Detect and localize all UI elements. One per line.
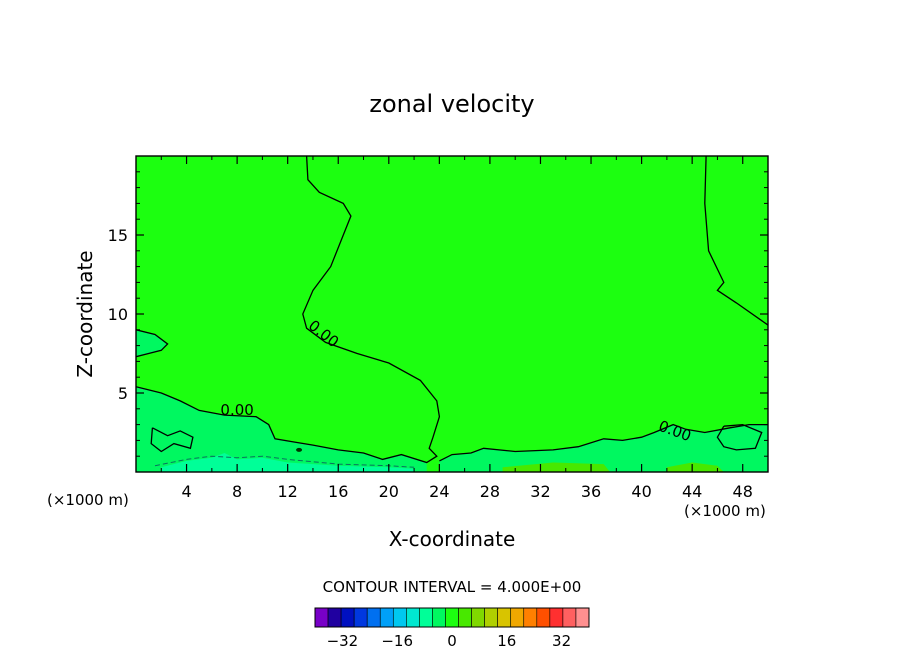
colorbar-label: 16 bbox=[497, 632, 516, 650]
colorbar-swatch bbox=[366, 607, 381, 628]
negative-contour bbox=[154, 455, 415, 468]
colorbar: −32 −16 0 16 32 bbox=[314, 607, 590, 650]
zero-contour-1 bbox=[136, 329, 169, 358]
colorbar-swatch bbox=[406, 607, 420, 628]
x-tick-label: 8 bbox=[232, 482, 242, 501]
y-tick-label: 15 bbox=[108, 226, 128, 245]
colorbar-swatch bbox=[353, 607, 368, 628]
colorbar-swatch bbox=[458, 607, 472, 628]
x-tick-label: 28 bbox=[480, 482, 500, 501]
colorbar-title: CONTOUR INTERVAL = 4.000E+00 bbox=[323, 578, 582, 596]
y-tick-label: 10 bbox=[108, 305, 128, 324]
colorbar-label: −16 bbox=[381, 632, 413, 650]
y-axis: 5 10 15 bbox=[108, 171, 768, 457]
colorbar-swatch bbox=[471, 607, 485, 628]
x-tick-label: 48 bbox=[733, 482, 753, 501]
x-tick-label: 32 bbox=[530, 482, 550, 501]
fill-low-region-right bbox=[439, 424, 768, 472]
colorbar-swatch bbox=[549, 607, 564, 628]
colorbar-swatch bbox=[327, 607, 342, 628]
zero-contour-0 bbox=[136, 156, 441, 464]
colorbar-label: 32 bbox=[552, 632, 571, 650]
colorbar-swatch bbox=[575, 607, 590, 628]
x-unit-right: (×1000 m) bbox=[684, 502, 766, 520]
colorbar-swatch bbox=[497, 607, 512, 628]
contour-label: 0.00 bbox=[220, 401, 253, 419]
colorbar-swatch bbox=[445, 607, 459, 628]
plot-area: 0.000.000.00 bbox=[135, 155, 769, 473]
fill-left-bump bbox=[136, 329, 168, 357]
zero-contour-3 bbox=[439, 423, 768, 462]
zero-contour-5 bbox=[716, 423, 763, 451]
x-tick-label: 40 bbox=[631, 482, 651, 501]
contour-blob bbox=[296, 447, 303, 452]
colorbar-swatch bbox=[536, 607, 551, 628]
colorbar-label: −32 bbox=[327, 632, 359, 650]
contour-fills bbox=[136, 156, 768, 472]
colorbar-swatch bbox=[314, 607, 329, 628]
x-tick-label: 16 bbox=[328, 482, 348, 501]
colorbar-swatch bbox=[510, 607, 525, 628]
colorbar-swatch bbox=[523, 607, 538, 628]
colorbar-swatch bbox=[432, 607, 446, 628]
chart-title: zonal velocity bbox=[369, 90, 534, 118]
colorbar-swatch bbox=[392, 607, 407, 628]
y-axis-label: Z-coordinate bbox=[73, 250, 97, 377]
x-tick-label: 20 bbox=[379, 482, 399, 501]
x-tick-label: 12 bbox=[278, 482, 298, 501]
colorbar-swatch bbox=[340, 607, 355, 628]
zero-contour-2 bbox=[704, 156, 768, 326]
fill-weak-positive bbox=[502, 462, 610, 472]
x-tick-label: 24 bbox=[429, 482, 449, 501]
zero-contour-4 bbox=[150, 427, 194, 453]
x-unit-left: (×1000 m) bbox=[47, 491, 129, 509]
colorbar-label: 0 bbox=[447, 632, 457, 650]
colorbar-swatch bbox=[562, 607, 577, 628]
colorbar-frame bbox=[314, 607, 590, 628]
x-axis-label: X-coordinate bbox=[389, 527, 516, 551]
contour-lines bbox=[136, 156, 768, 468]
fill-low-region bbox=[136, 386, 427, 472]
x-axis: 4 8 12 16 20 24 28 32 36 40 44 48 bbox=[160, 156, 753, 501]
colorbar-swatch bbox=[484, 607, 498, 628]
y-tick-label: 5 bbox=[118, 384, 128, 403]
fill-weak-positive-2 bbox=[666, 462, 724, 472]
colorbar-swatch bbox=[419, 607, 433, 628]
x-tick-label: 36 bbox=[581, 482, 601, 501]
colorbar-swatch bbox=[379, 607, 394, 628]
fill-negative-strip bbox=[161, 453, 415, 472]
x-tick-label: 4 bbox=[181, 482, 191, 501]
x-tick-label: 44 bbox=[682, 482, 702, 501]
